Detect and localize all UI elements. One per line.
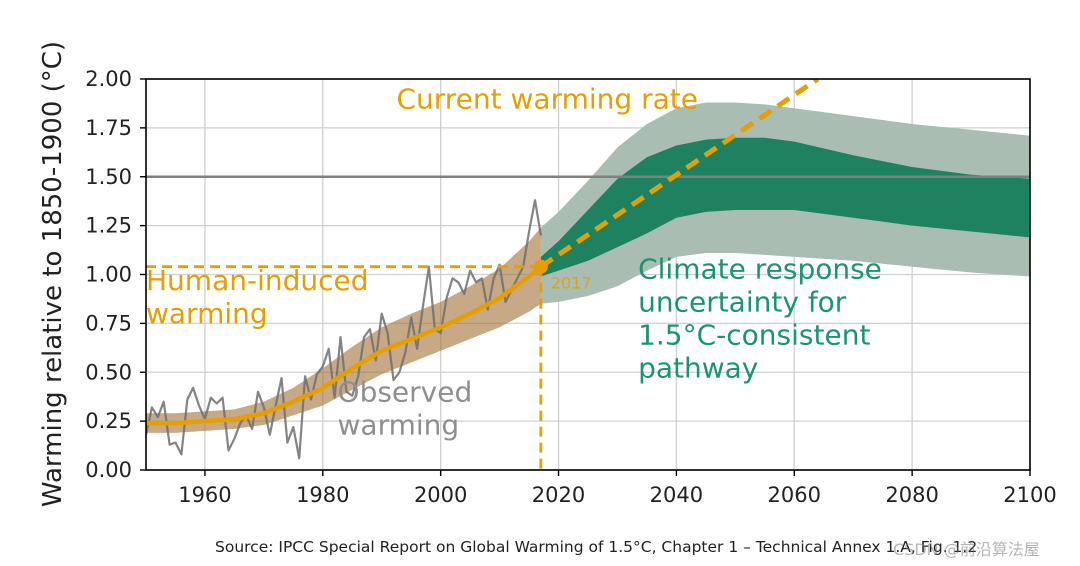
y-tick-label: 1.25 [85,214,132,238]
warming-chart: 1960 1980 2000 2020 2040 2060 2080 2100 0.00 0.25… [38,41,1057,507]
x-tick-label: 1980 [296,483,349,507]
annotation-line: Human-induced [146,264,369,297]
annotation-human-induced: Human-induced warming [146,264,369,330]
annotation-line: warming [146,297,268,330]
annotation-line: warming [338,409,460,442]
watermark: CSDN @前沿算法屋 [893,540,1040,559]
annotation-current-rate: Current warming rate [396,82,698,115]
x-tick-label: 2000 [414,483,467,507]
annotation-climate-response: Climate response uncertainty for 1.5°C-con… [638,252,882,384]
current-warming-rate-line [539,79,820,269]
annotation-observed: Observed warming [338,376,473,442]
annotation-line: 1.5°C-consistent [638,318,870,351]
annotation-line: Current warming rate [396,82,698,115]
y-tick-label: 1.00 [85,263,132,287]
y-axis-title: Warming relative to 1850-1900 (°C) [38,41,68,507]
x-tick-label: 2100 [1003,483,1056,507]
y-tick-label: 2.00 [85,67,132,91]
y-tick-label: 0.00 [85,458,132,482]
source-note: Source: IPCC Special Report on Global Wa… [215,538,978,556]
marker-2017 [533,259,548,274]
y-tick-label: 0.25 [85,409,132,433]
marker-label-2017: 2017 [551,274,592,293]
y-tick-label: 1.50 [85,165,132,189]
annotation-line: uncertainty for [638,285,847,318]
x-tick-label: 2020 [532,483,585,507]
human-induced-band [146,227,541,433]
x-tick-label: 2080 [885,483,938,507]
annotation-line: pathway [638,351,758,384]
x-tick-label: 1960 [178,483,231,507]
human-induced-line [146,264,544,426]
y-tick-label: 0.75 [85,311,132,335]
x-tick-label: 2040 [650,483,703,507]
annotation-line: Climate response [638,252,882,285]
y-tick-label: 0.50 [85,360,132,384]
y-tick-label: 1.75 [85,116,132,140]
observed-warming-line [146,199,542,460]
pathway-inner-band [540,137,1030,277]
annotation-line: Observed [338,376,473,409]
x-tick-label: 2060 [768,483,821,507]
